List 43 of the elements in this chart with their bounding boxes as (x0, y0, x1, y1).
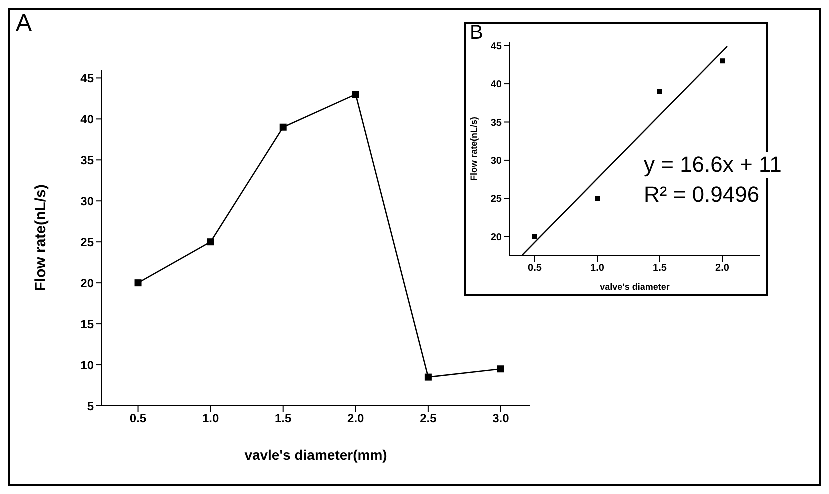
annotation: y = 16.6x + 11 (644, 152, 782, 178)
point (532, 234, 538, 240)
x-tick-label: 0.5 (130, 412, 147, 426)
y-tick-label: 25 (490, 194, 502, 206)
x-axis-title: vavle's diameter(mm) (244, 447, 388, 463)
y-tick-label: 40 (80, 112, 94, 126)
y-tick-label: 15 (80, 317, 94, 332)
y-tick-label: 35 (80, 153, 94, 168)
x-tick-label: 1.0 (202, 412, 220, 426)
x-tick-label: 0.5 (528, 263, 542, 274)
y-tick-label: 10 (80, 358, 94, 372)
y-tick-label: 30 (490, 156, 502, 168)
x-axis-title: valve's diameter (600, 282, 670, 292)
point (595, 196, 600, 202)
chart-title: A (16, 10, 32, 38)
chart-title: B (470, 22, 484, 45)
x-tick-label: 1.5 (275, 412, 292, 426)
y-tick-label: 45 (490, 41, 502, 52)
x-tick-label: 3.0 (492, 412, 510, 426)
y-tick-label: 40 (490, 80, 502, 91)
point (280, 124, 287, 131)
y-tick-label: 45 (80, 71, 94, 86)
point (134, 280, 142, 287)
x-tick-label: 2.0 (348, 412, 365, 426)
y-tick-label: 20 (80, 276, 94, 290)
y-tick-label: 35 (490, 118, 502, 129)
x-tick-label: 1.0 (590, 263, 605, 274)
annotation: R² = 0.9496 (644, 182, 760, 208)
x-tick-label: 1.5 (653, 263, 668, 274)
point (207, 238, 214, 246)
point (658, 89, 662, 94)
y-tick-label: 20 (490, 232, 502, 244)
x-tick-label: 2.5 (420, 412, 438, 426)
point (352, 91, 360, 98)
y-axis-title: Flow rate(nL/s) (469, 116, 480, 182)
point (497, 366, 504, 373)
y-tick-label: 30 (80, 194, 94, 208)
point (424, 374, 432, 381)
x-tick-label: 2.0 (716, 263, 730, 274)
y-tick-label: 25 (80, 235, 94, 250)
y-tick-label: 5 (87, 399, 94, 414)
y-axis-title: Flow rate(nL/s) (32, 184, 50, 292)
point (720, 58, 725, 64)
